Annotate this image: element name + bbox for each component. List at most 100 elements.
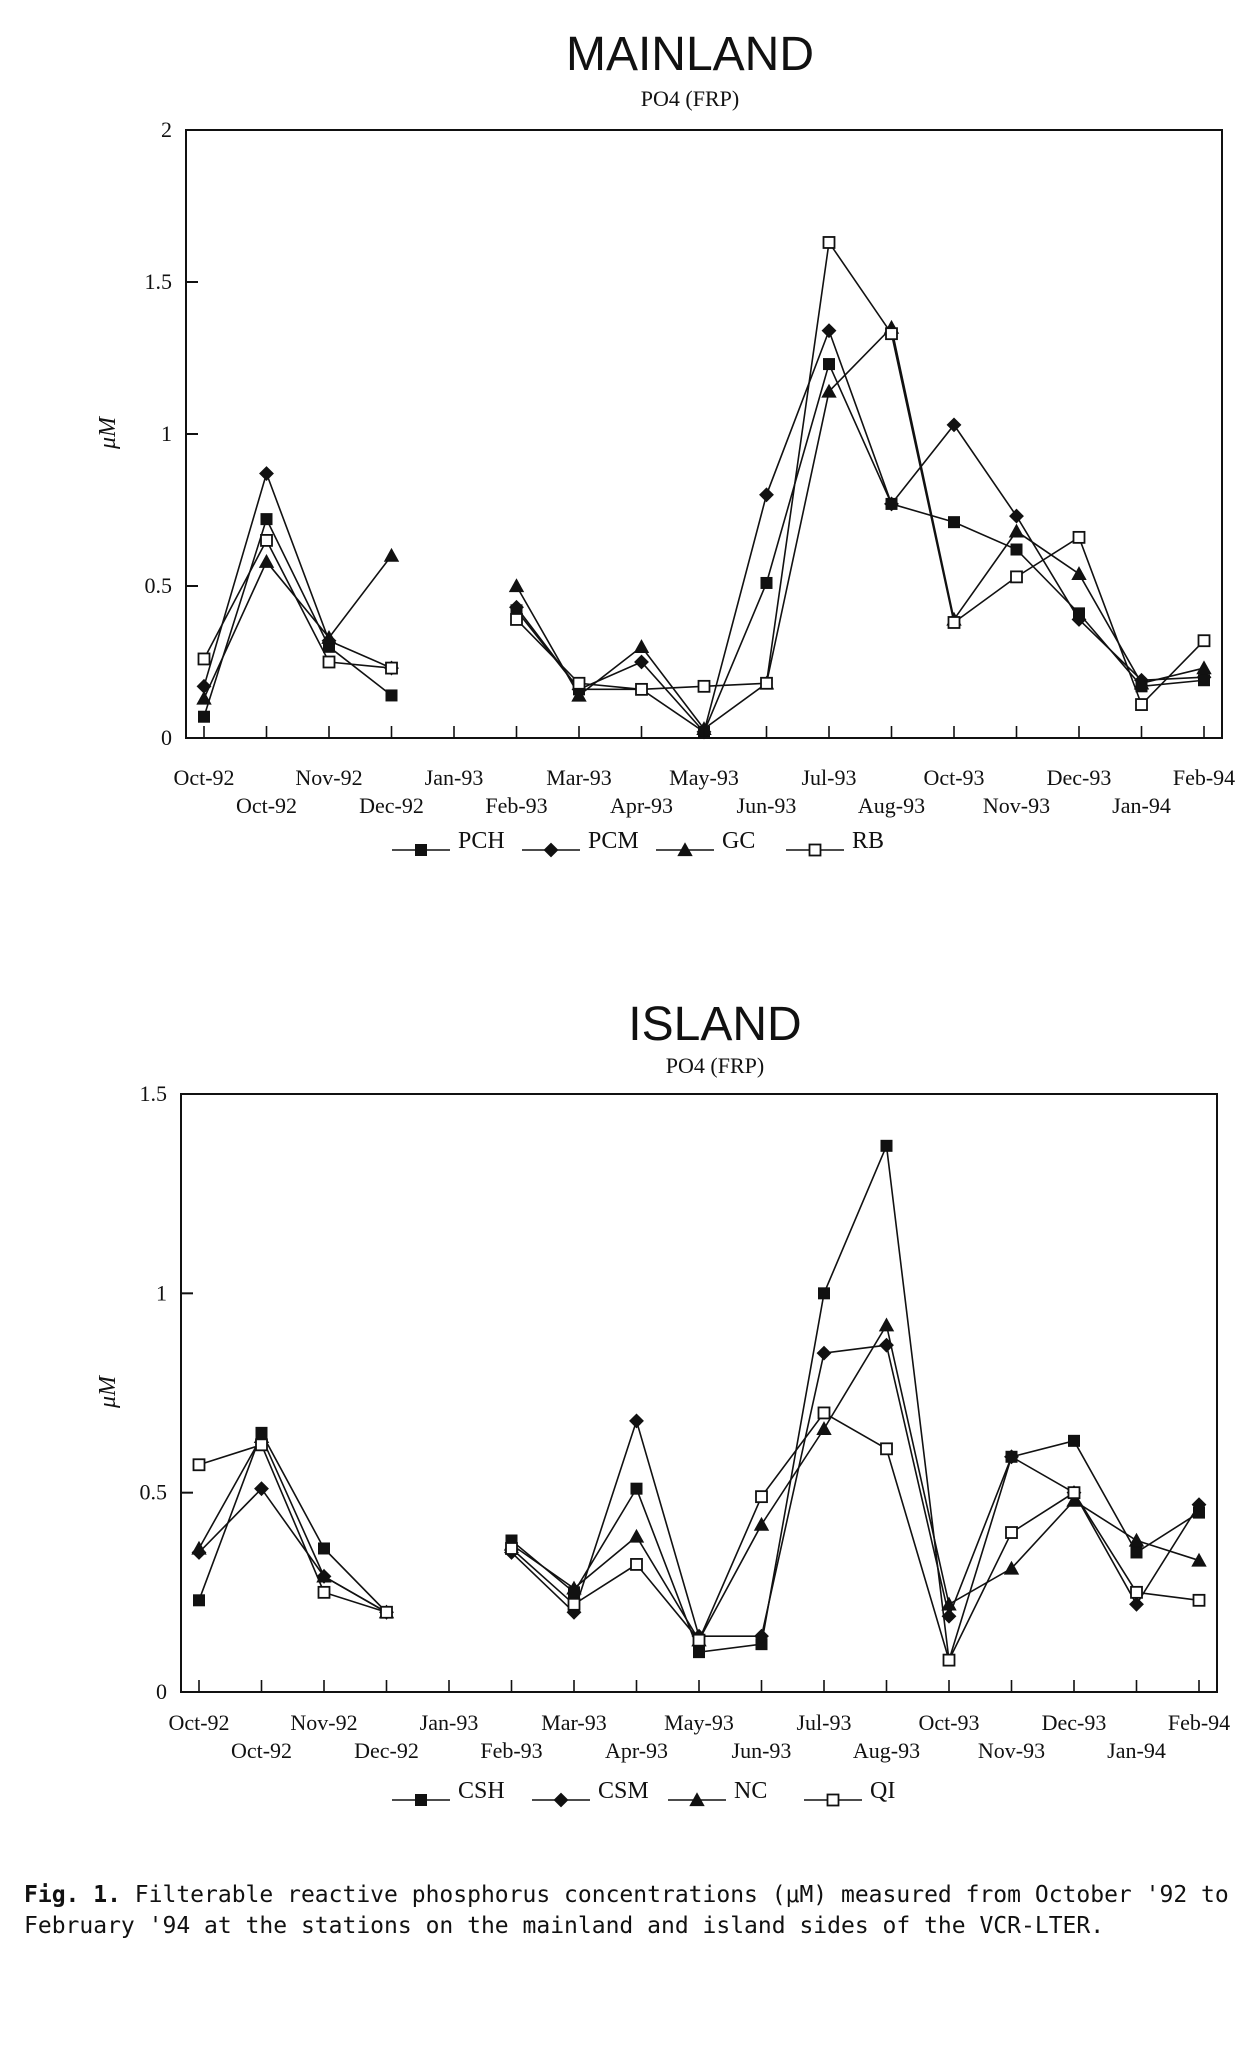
legend-marker <box>415 1794 427 1806</box>
data-point-pcm <box>1009 508 1024 524</box>
series-line-qi <box>198 1443 387 1614</box>
legend-label-gc: GC <box>722 828 755 854</box>
data-point-nc <box>191 1540 207 1555</box>
legend: CSH CSM NC QI <box>392 1778 895 1808</box>
data-point-gc <box>1071 566 1087 580</box>
x-tick-label: Dec-93 <box>1047 765 1112 790</box>
series-marks <box>191 1139 1207 1667</box>
x-tick-label: Jan-94 <box>1107 1738 1166 1763</box>
series-line-rb <box>515 240 1205 707</box>
data-point-rb <box>885 327 898 341</box>
data-point-rb <box>697 679 711 693</box>
data-point-csm <box>254 1481 269 1497</box>
data-point-rb <box>1135 698 1148 711</box>
legend-label-rb: RB <box>852 828 884 854</box>
legend-label-pcm: PCM <box>588 828 639 854</box>
data-point-qi <box>317 1585 331 1599</box>
x-tick-label: May-93 <box>664 1710 734 1735</box>
data-point-gc <box>196 690 212 705</box>
x-tick-label: Nov-92 <box>295 765 362 790</box>
legend-label-csm: CSM <box>598 1778 649 1804</box>
legend-marker <box>415 844 427 856</box>
data-point-pch <box>1010 543 1023 556</box>
data-point-pcm <box>884 496 899 512</box>
series-line-pch <box>515 361 1205 734</box>
chart-title: ISLAND <box>628 998 801 1051</box>
data-point-csm <box>879 1337 894 1353</box>
data-point-pch <box>198 710 210 723</box>
data-point-pcm <box>1071 612 1087 627</box>
data-point-rb <box>822 236 836 249</box>
data-point-rb <box>322 655 336 669</box>
data-point-gc <box>1196 660 1212 675</box>
x-tick-label: Apr-93 <box>605 1738 668 1763</box>
x-tick-label: Feb-93 <box>485 793 547 818</box>
legend-label-nc: NC <box>734 1778 767 1804</box>
data-point-qi <box>755 1490 768 1504</box>
x-tick-label: Oct-92 <box>173 765 234 790</box>
data-point-gc <box>571 687 587 702</box>
data-point-gc <box>258 553 275 568</box>
data-point-csh <box>193 1594 205 1607</box>
legend-marker <box>677 842 693 857</box>
data-point-csh <box>693 1646 705 1659</box>
data-point-gc <box>508 578 525 593</box>
data-point-rb <box>510 613 523 626</box>
series-line-rb <box>203 538 392 669</box>
x-tick-label: Nov-92 <box>290 1710 357 1735</box>
legend-marker <box>826 1793 840 1807</box>
x-tick-label: Oct-92 <box>231 1738 292 1763</box>
data-point-pch <box>260 513 273 526</box>
y-tick-label: 1 <box>161 421 172 446</box>
data-point-qi <box>192 1458 206 1472</box>
x-tick-label: Mar-93 <box>541 1710 607 1735</box>
x-tick-label: Nov-93 <box>983 793 1050 818</box>
data-point-qi <box>817 1406 831 1420</box>
figure-caption: Fig. 1. Filterable reactive phosphorus c… <box>24 1880 1234 1942</box>
chart-subtitle: PO4 (FRP) <box>666 1053 764 1078</box>
data-point-csm <box>754 1628 769 1644</box>
data-point-nc <box>1128 1532 1145 1547</box>
data-point-pch <box>948 516 960 529</box>
x-tick-label: Jan-94 <box>1112 793 1171 818</box>
data-point-rb <box>197 652 211 666</box>
legend: PCH PCM GC RB <box>392 828 884 858</box>
data-point-csh <box>630 1482 643 1495</box>
x-tick-label: Dec-93 <box>1042 1710 1107 1735</box>
x-tick-label: Jul-93 <box>802 765 857 790</box>
caption-label: Fig. 1. <box>24 1882 121 1908</box>
data-point-nc <box>316 1568 332 1583</box>
data-point-gc <box>383 547 400 562</box>
x-tick-label: May-93 <box>669 765 739 790</box>
y-axis-label: μM <box>95 1374 121 1409</box>
data-point-nc <box>1003 1560 1020 1575</box>
data-point-rb <box>385 661 398 675</box>
data-point-gc <box>1133 675 1150 690</box>
data-point-gc <box>821 383 837 398</box>
x-tick-label: Aug-93 <box>858 793 925 818</box>
data-point-qi <box>1192 1593 1206 1607</box>
island-chart: ISLAND PO4 (FRP) μM 0 0.5 1 1.5 Oct-92 Nov-9… <box>95 998 1230 1808</box>
data-point-csm <box>566 1604 582 1620</box>
x-tick-label: Mar-93 <box>546 765 612 790</box>
x-tick-label: Oct-93 <box>918 1710 979 1735</box>
y-axis-label: μM <box>95 415 121 450</box>
data-point-pcm <box>259 466 274 481</box>
data-point-csm <box>941 1608 957 1624</box>
legend-label-pch: PCH <box>458 828 505 854</box>
data-point-qi <box>692 1633 706 1647</box>
data-point-qi <box>880 1442 893 1456</box>
data-point-csh <box>318 1542 330 1555</box>
data-point-gc <box>321 629 337 644</box>
x-tick-label: Feb-94 <box>1173 765 1235 790</box>
series-line-pcm <box>203 470 392 687</box>
series-marks <box>196 236 1212 740</box>
legend-marker <box>543 842 559 858</box>
x-tick-label: Dec-92 <box>359 793 424 818</box>
legend-label-qi: QI <box>870 1778 895 1804</box>
data-point-csm <box>816 1345 832 1361</box>
x-tick-label: Jun-93 <box>737 793 797 818</box>
data-point-pcm <box>759 487 774 503</box>
data-point-rb <box>1197 634 1211 648</box>
